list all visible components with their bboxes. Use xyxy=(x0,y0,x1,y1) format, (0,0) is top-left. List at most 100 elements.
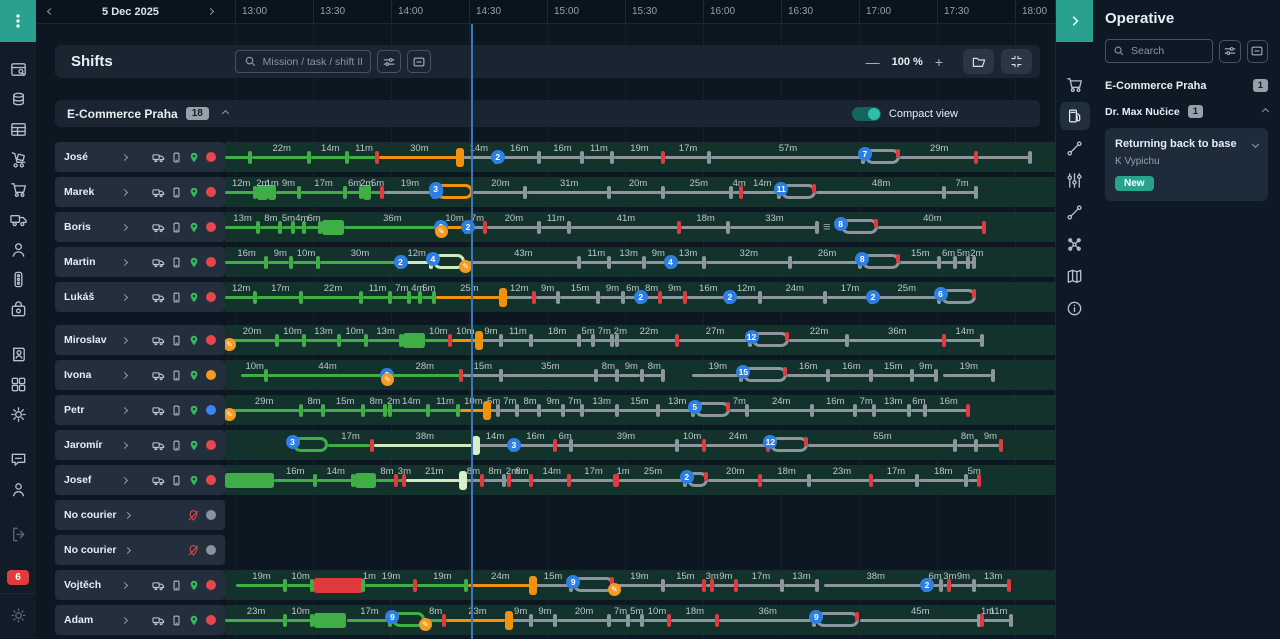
shift-segment[interactable] xyxy=(914,374,935,377)
route-alt-icon[interactable] xyxy=(1060,198,1090,226)
panel-search-input[interactable] xyxy=(1131,45,1205,57)
stop-tick[interactable] xyxy=(661,369,665,382)
shift-segment[interactable] xyxy=(460,156,495,159)
shift-segment[interactable] xyxy=(692,374,740,377)
shift-segment[interactable] xyxy=(365,584,413,587)
stop-block[interactable] xyxy=(475,331,483,350)
shift-segment[interactable] xyxy=(644,374,663,377)
shift-segment[interactable] xyxy=(376,479,395,482)
open-folder-button[interactable] xyxy=(963,49,994,74)
panel-filter-button[interactable] xyxy=(1219,40,1240,63)
shift-segment[interactable] xyxy=(941,261,954,264)
shift-segment[interactable] xyxy=(303,296,359,299)
logout-icon[interactable] xyxy=(3,521,33,548)
shift-segment[interactable] xyxy=(946,339,981,342)
stop-count-badge[interactable]: 4 xyxy=(426,252,440,266)
stop-count-badge[interactable]: 2 xyxy=(920,578,934,592)
shift-segment[interactable] xyxy=(225,261,265,264)
more-options-icon[interactable]: ≡ xyxy=(823,219,831,234)
shift-segment[interactable] xyxy=(225,156,249,159)
stop-block[interactable] xyxy=(483,401,491,420)
courier-card-no-courier[interactable]: No courier xyxy=(55,535,225,565)
shift-segment[interactable] xyxy=(257,296,300,299)
info-icon[interactable] xyxy=(1060,294,1090,322)
courier-card-no-courier[interactable]: No courier xyxy=(55,500,225,530)
shift-segment[interactable] xyxy=(849,339,943,342)
expand-courier-icon[interactable] xyxy=(121,258,128,265)
shift-segment[interactable] xyxy=(662,296,683,299)
edit-marker-icon[interactable]: ✎ xyxy=(225,338,236,351)
stop-tick[interactable] xyxy=(974,151,978,164)
stop-count-badge[interactable]: 3 xyxy=(507,438,521,452)
collapse-subgroup-icon[interactable] xyxy=(1262,108,1269,115)
stop-tick[interactable] xyxy=(1007,579,1011,592)
shift-segment[interactable] xyxy=(436,296,501,299)
contacts-book-icon[interactable] xyxy=(3,341,33,368)
shift-track[interactable]: 22m14m11m30m14m216m16m11m19m17m57m729m xyxy=(225,142,1055,172)
shift-segment[interactable] xyxy=(533,479,568,482)
shift-segment[interactable] xyxy=(584,409,616,412)
courier-card-josef[interactable]: Josef xyxy=(55,465,225,495)
shift-segment[interactable] xyxy=(533,584,571,587)
shift-segment[interactable] xyxy=(749,409,811,412)
expand-courier-icon[interactable] xyxy=(121,406,128,413)
expand-courier-icon[interactable] xyxy=(121,223,128,230)
shift-segment[interactable] xyxy=(557,444,570,447)
shift-segment[interactable] xyxy=(978,444,999,447)
shift-segment[interactable] xyxy=(347,619,390,622)
shift-segment[interactable] xyxy=(225,191,254,194)
group-header[interactable]: E-Commerce Praha 18 Compact view xyxy=(55,100,1040,127)
shift-segment[interactable] xyxy=(665,156,708,159)
shift-block[interactable] xyxy=(403,333,425,348)
shift-segment[interactable] xyxy=(347,191,360,194)
shift-segment[interactable] xyxy=(619,409,657,412)
shift-segment[interactable] xyxy=(976,584,1008,587)
expand-courier-icon[interactable] xyxy=(121,616,128,623)
shift-segment[interactable] xyxy=(611,619,627,622)
fuel-pump-icon[interactable] xyxy=(1060,102,1090,130)
shift-search[interactable] xyxy=(235,50,371,73)
shift-segment[interactable] xyxy=(830,374,870,377)
courier-card-miroslav[interactable]: Miroslav xyxy=(55,325,225,355)
shift-track[interactable]: 23m10m17m9✎8m23m9m9m20m7m5m10m18m36m945m… xyxy=(225,605,1055,635)
settings-gear-icon[interactable] xyxy=(3,401,33,428)
stop-tick[interactable] xyxy=(966,404,970,417)
shift-segment[interactable] xyxy=(600,296,621,299)
stop-count-badge[interactable]: 3 xyxy=(429,182,443,196)
shift-segment[interactable] xyxy=(384,191,432,194)
shift-segment[interactable] xyxy=(860,619,979,622)
courier-card-martin[interactable]: Martin xyxy=(55,247,225,277)
coins-icon[interactable] xyxy=(3,86,33,113)
shift-segment[interactable] xyxy=(789,339,845,342)
courier-card-lukáš[interactable]: Lukáš xyxy=(55,282,225,312)
shift-segment[interactable] xyxy=(379,156,457,159)
stop-tick[interactable] xyxy=(815,221,819,234)
shift-segment[interactable] xyxy=(730,226,816,229)
stop-block[interactable] xyxy=(529,576,537,595)
shift-segment[interactable] xyxy=(619,339,675,342)
shift-segment[interactable] xyxy=(487,226,538,229)
shift-segment[interactable] xyxy=(503,374,595,377)
shift-segment[interactable] xyxy=(325,409,363,412)
shift-segment[interactable] xyxy=(681,226,727,229)
expand-courier-icon[interactable] xyxy=(121,371,128,378)
shift-segment[interactable] xyxy=(417,584,465,587)
edit-marker-icon[interactable]: ✎ xyxy=(381,373,394,386)
shift-segment[interactable] xyxy=(598,374,617,377)
shift-segment[interactable] xyxy=(392,296,408,299)
expand-courier-icon[interactable] xyxy=(121,188,128,195)
expand-courier-icon[interactable] xyxy=(121,476,128,483)
shift-segment[interactable] xyxy=(571,226,679,229)
panel-group-row[interactable]: E-Commerce Praha 1 xyxy=(1105,79,1268,92)
chevron-down-icon[interactable] xyxy=(1252,140,1259,147)
shift-segment[interactable] xyxy=(679,444,703,447)
shift-segment[interactable] xyxy=(560,296,598,299)
shift-segment[interactable] xyxy=(827,296,870,299)
shift-segment[interactable] xyxy=(565,409,581,412)
shift-segment[interactable] xyxy=(719,619,813,622)
stop-tick[interactable] xyxy=(815,579,819,592)
shift-segment[interactable] xyxy=(527,191,608,194)
shift-segment[interactable] xyxy=(951,584,972,587)
shift-segment[interactable] xyxy=(365,409,384,412)
shift-segment[interactable] xyxy=(341,339,365,342)
